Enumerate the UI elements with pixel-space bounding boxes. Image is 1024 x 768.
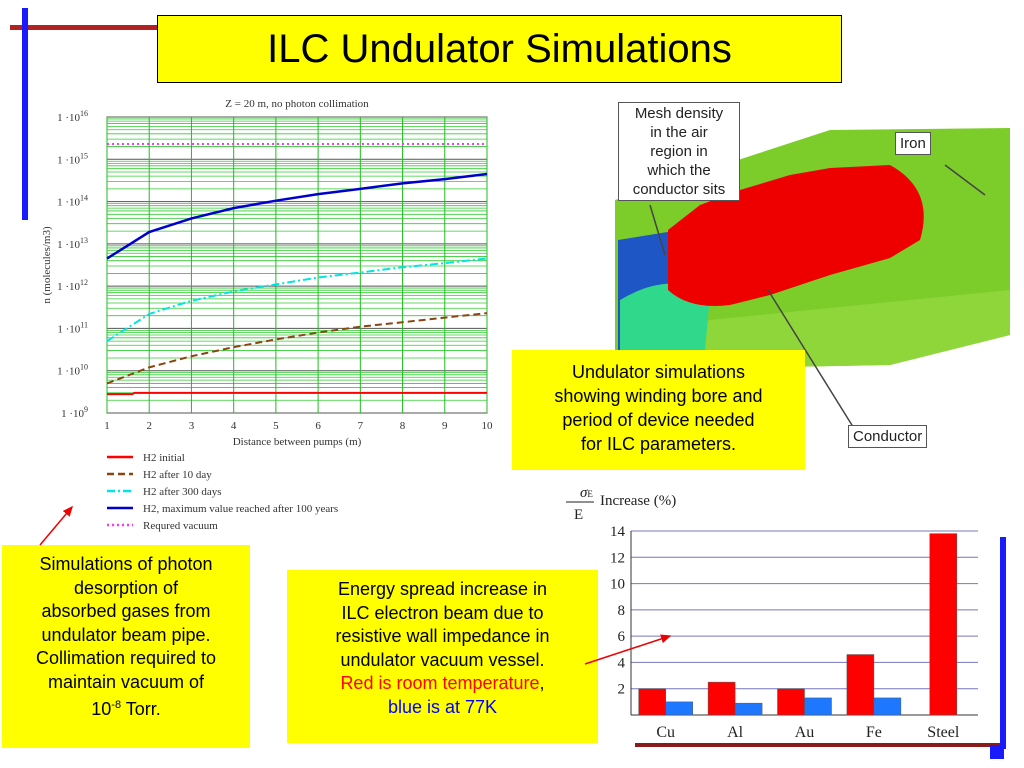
energy-spread-bar-chart: σE E Increase (%) 2 4 6 8 10 12 14 Cu Al Au Fe Steel — [566, 485, 978, 741]
x-tick-label: 2 — [146, 420, 152, 432]
x-axis-label: Distance between pumps (m) — [233, 436, 362, 448]
y-tick-label: 1 ·1014 — [57, 194, 88, 209]
y-tick-label: 8 — [618, 603, 626, 619]
y-tick-label: 14 — [610, 524, 626, 540]
decor-blue-square — [990, 745, 1004, 759]
label-conductor: Conductor — [848, 425, 928, 448]
y-tick-label: 1 ·1016 — [57, 109, 88, 124]
bar — [804, 697, 832, 716]
y-tick-label: 1 ·1013 — [57, 236, 88, 251]
x-tick-label: 1 — [104, 420, 110, 432]
vacuum-value: 10-8 Torr. — [91, 699, 161, 719]
x-tick-label: 8 — [400, 420, 406, 432]
bar — [873, 697, 902, 716]
x-tick-label: Au — [795, 724, 815, 741]
bar — [665, 701, 693, 716]
x-tick-label: 4 — [231, 420, 237, 432]
y-tick-label: 1 ·1015 — [57, 151, 88, 166]
bar — [777, 688, 805, 716]
legend-label: H2 after 300 days — [143, 486, 222, 498]
y-tick-label: 1 ·1012 — [57, 278, 88, 293]
y-axis-label: n (molecules/m3) — [41, 226, 53, 304]
y-label-e: E — [574, 507, 583, 523]
bar — [638, 688, 666, 716]
y-tick-label: 4 — [618, 655, 626, 671]
bar — [929, 533, 958, 716]
y-label-sigma: σE — [580, 485, 593, 501]
legend-label: H2 after 10 day — [143, 469, 212, 481]
bar — [846, 654, 875, 716]
legend-label: Requred vacuum — [143, 520, 218, 532]
series-line — [106, 312, 488, 385]
series-line — [106, 172, 488, 260]
x-tick-label: Fe — [866, 724, 882, 741]
x-tick-label: 6 — [315, 420, 321, 432]
legend-label: H2, maximum value reached after 100 year… — [143, 503, 338, 515]
vacuum-line-chart: 1 2 3 4 5 6 7 8 9 10 1 ·109 1 ·1010 1 ·1011 1 ·1012 1 … — [41, 98, 494, 532]
label-iron: Iron — [895, 132, 931, 155]
y-label-text: Increase (%) — [600, 493, 676, 509]
slide-title: ILC Undulator Simulations — [157, 15, 842, 83]
plot-area — [106, 116, 488, 414]
x-tick-label: 5 — [273, 420, 279, 432]
desorption-note: Simulations of photon desorption of absorb… — [2, 545, 250, 748]
y-tick-label: 1 ·1010 — [57, 363, 88, 378]
y-tick-label: 6 — [618, 629, 626, 645]
y-tick-label: 12 — [610, 550, 625, 566]
x-tick-label: Steel — [927, 724, 960, 741]
x-tick-label: 9 — [442, 420, 448, 432]
label-mesh-density: Mesh density in the air region in which the… — [618, 102, 740, 201]
x-tick-label: Al — [727, 724, 744, 741]
x-tick-label: 10 — [482, 420, 494, 432]
bar — [734, 702, 763, 716]
x-tick-label: 3 — [189, 420, 195, 432]
y-tick-label: 2 — [618, 682, 626, 698]
decor-blue-bar-top — [22, 8, 28, 220]
decor-red-line-top — [10, 25, 160, 30]
y-tick-label: 1 ·1011 — [57, 320, 88, 335]
decor-blue-bar-bottom — [1000, 537, 1006, 749]
legend-label: H2 initial — [143, 452, 185, 464]
x-tick-label: Cu — [656, 724, 675, 741]
y-tick-label: 1 ·109 — [61, 405, 88, 420]
undulator-note: Undulator simulations showing winding bor… — [512, 350, 805, 470]
x-tick-label: 7 — [358, 420, 364, 432]
bar — [707, 681, 736, 716]
chart-title: Z = 20 m, no photon collimation — [225, 98, 369, 110]
series-line — [107, 391, 487, 396]
energy-note: Energy spread increase in ILC electron be… — [287, 570, 598, 743]
y-tick-label: 10 — [610, 577, 625, 593]
decor-red-line-bottom — [635, 743, 1000, 747]
